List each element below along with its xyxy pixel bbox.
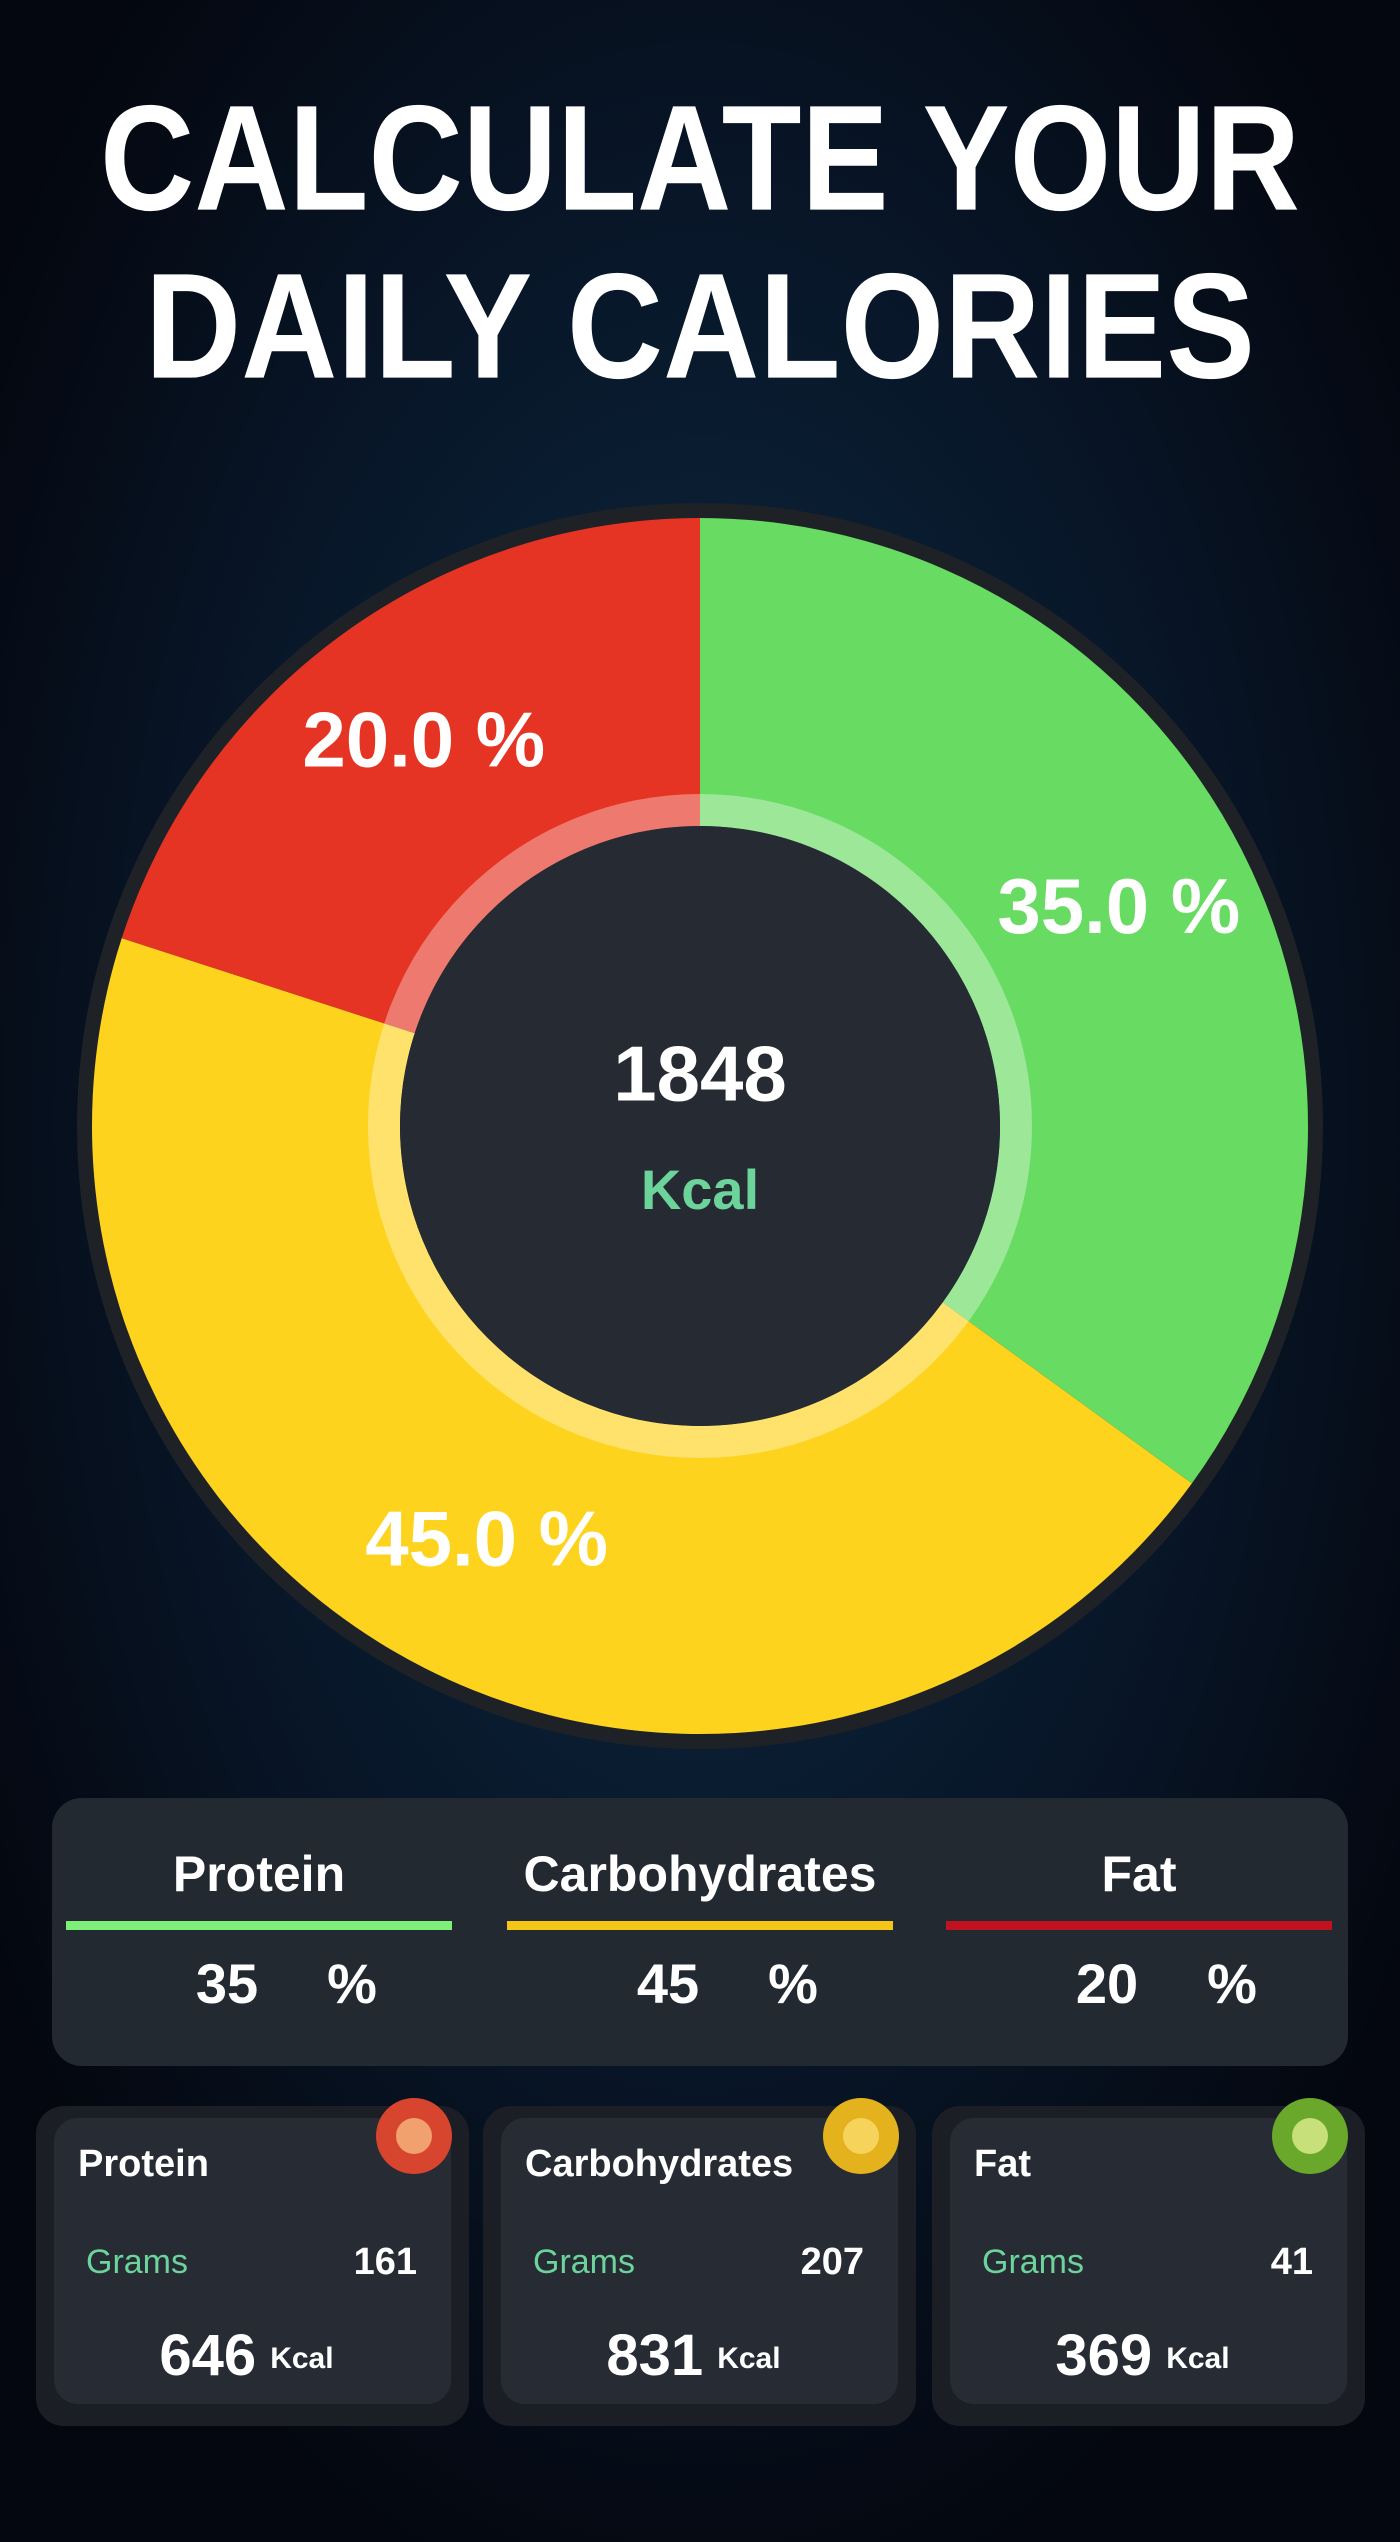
slice-label: 20.0 % — [302, 695, 545, 783]
card-title: Protein — [78, 2143, 209, 2185]
kcal-value: 646 — [159, 2323, 256, 2388]
percent-sign: % — [327, 1952, 377, 2015]
card-icon-detail — [843, 2118, 879, 2154]
card-icon-detail — [396, 2118, 432, 2154]
donut-slice — [92, 938, 1192, 1734]
kcal-value: 369 — [1055, 2323, 1152, 2388]
macro-name: Fat — [1102, 1846, 1177, 1902]
slice-label: 45.0 % — [365, 1494, 608, 1582]
title-line: DAILY CALORIES — [145, 242, 1255, 410]
macro-line — [507, 1921, 893, 1930]
macro-name: Protein — [173, 1846, 345, 1902]
panel-bg — [52, 1798, 1348, 2066]
donut-border — [77, 503, 1323, 1749]
center-unit: Kcal — [641, 1158, 759, 1221]
donut-slice — [121, 518, 701, 1034]
macro-percent: 45 — [637, 1952, 699, 2015]
macro-line — [66, 1921, 452, 1930]
grams-label: Grams — [533, 2243, 635, 2281]
macro-percent: 35 — [196, 1952, 258, 2015]
kcal-unit: Kcal — [1166, 2342, 1229, 2375]
grams-label: Grams — [86, 2243, 188, 2281]
macro-line — [946, 1921, 1332, 1930]
slice-label: 35.0 % — [997, 862, 1240, 950]
grams-value: 41 — [1271, 2241, 1313, 2283]
kcal-line: 831 Kcal — [606, 2323, 780, 2388]
card-title: Carbohydrates — [525, 2143, 793, 2185]
kcal-value: 831 — [606, 2323, 703, 2388]
donut-slice — [700, 518, 1308, 1484]
macro-name: Carbohydrates — [524, 1846, 877, 1902]
grams-value: 161 — [354, 2241, 417, 2283]
kcal-line: 369 Kcal — [1055, 2323, 1229, 2388]
kcal-unit: Kcal — [270, 2342, 333, 2375]
title-line: CALCULATE YOUR — [100, 74, 1300, 242]
center-value: 1848 — [613, 1030, 787, 1118]
card-inner — [54, 2118, 451, 2404]
kcal-unit: Kcal — [717, 2342, 780, 2375]
card-inner — [950, 2118, 1347, 2404]
macro-percent: 20 — [1076, 1952, 1138, 2015]
inner-ring — [368, 794, 1032, 1458]
center-disc — [400, 826, 1000, 1426]
card-icon-detail — [1292, 2118, 1328, 2154]
card-inner — [501, 2118, 898, 2404]
grams-value: 207 — [801, 2241, 864, 2283]
summary-panel: Protein 35 % Carbohydrates 45 % Fat 20% — [52, 1798, 1348, 2066]
kcal-line: 646 Kcal — [159, 2323, 333, 2388]
cards: Protein Grams 161 646 Kcal Carbohydrates Grams… — [36, 2098, 1365, 2426]
card-title: Fat — [974, 2143, 1031, 2185]
donut-chart: 35.0 % 45.0 % 20.0 % 1848 Kcal — [77, 503, 1323, 1749]
grams-label: Grams — [982, 2243, 1084, 2281]
percent-sign: % — [768, 1952, 818, 2015]
percent-sign: % — [1207, 1952, 1257, 2015]
